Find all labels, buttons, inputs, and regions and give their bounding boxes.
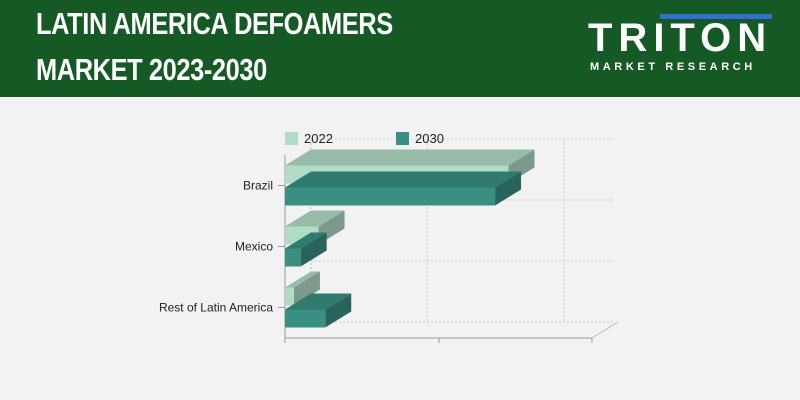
legend-label-2030: 2030 xyxy=(415,131,444,146)
bar-top-face xyxy=(285,232,327,249)
legend-label-2022: 2022 xyxy=(304,131,333,146)
bar-2030-brazil xyxy=(285,187,496,206)
bar-chart: Brazil Mexico Rest of Latin America 2022 203… xyxy=(159,131,619,343)
bar-2030-rest-of-latin-america xyxy=(285,309,326,328)
category-label: Rest of Latin America xyxy=(159,301,273,315)
legend-swatch-2030 xyxy=(396,132,409,145)
header-banner: LATIN AMERICA DEFOAMERS MARKET 2023-2030… xyxy=(0,0,800,97)
logo-wordmark: TRITON xyxy=(588,16,773,60)
bar-side-face xyxy=(495,171,522,206)
bar-side-face xyxy=(325,293,352,328)
bar-top-face xyxy=(285,149,535,166)
page-title-line-1: LATIN AMERICA DEFOAMERS xyxy=(36,6,393,41)
bar-top-face xyxy=(285,171,522,188)
triton-logo: TRITON MARKET RESEARCH xyxy=(588,14,778,80)
bar-side-face xyxy=(300,232,327,267)
bar-2022-rest-of-latin-america xyxy=(285,287,294,306)
logo-accent-bar xyxy=(660,14,772,19)
category-label: Mexico xyxy=(235,240,273,254)
floor-edge xyxy=(591,321,619,339)
category-label: Brazil xyxy=(243,179,273,193)
bar-top-face xyxy=(285,293,352,310)
bar-top-face xyxy=(285,271,320,288)
legend-swatch-2022 xyxy=(285,132,298,145)
logo-tagline: MARKET RESEARCH xyxy=(590,61,756,73)
bar-top-face xyxy=(285,210,345,227)
page-title-line-2: MARKET 2023-2030 xyxy=(36,52,267,87)
bar-2030-mexico xyxy=(285,248,301,267)
bar-side-face xyxy=(293,271,320,306)
